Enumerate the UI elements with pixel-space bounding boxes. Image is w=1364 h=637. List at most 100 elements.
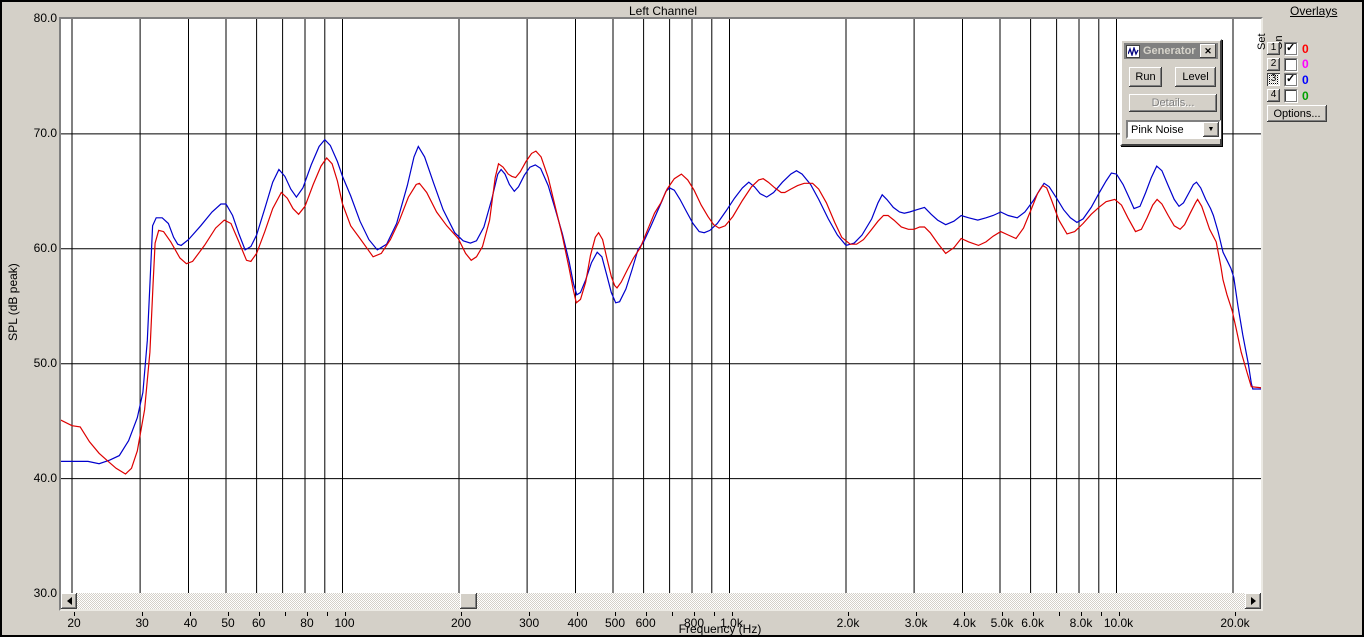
- x-tick-mark: [916, 612, 918, 616]
- x-axis-label: Frequency (Hz): [678, 622, 762, 636]
- overlay-3-value: 0: [1302, 72, 1309, 87]
- x-tick-mark: [142, 612, 144, 616]
- overlay-on-2-checkbox[interactable]: [1284, 57, 1297, 71]
- overlay-on-3-checkbox[interactable]: ✓: [1284, 73, 1297, 87]
- x-tick-label: 400: [567, 616, 588, 630]
- x-tick-label: 600: [635, 616, 656, 630]
- x-tick-mark: [529, 612, 531, 616]
- x-tick-label: 100: [334, 616, 355, 630]
- chevron-down-icon[interactable]: ▼: [1203, 122, 1219, 137]
- x-tick-mark: [461, 612, 462, 616]
- x-tick-label: 500: [604, 616, 626, 630]
- overlay-set-2-button[interactable]: 2: [1267, 57, 1280, 71]
- overlay-4-value: 0: [1302, 88, 1309, 103]
- x-tick-label: 2.0k: [836, 616, 860, 630]
- checkmark-icon: ✓: [1286, 73, 1296, 86]
- x-tick-label: 4.0k: [953, 616, 976, 630]
- waveform-icon: [1126, 44, 1140, 58]
- overlay-on-1-checkbox[interactable]: ✓: [1284, 42, 1297, 55]
- overlays-title-link[interactable]: Overlays: [1290, 4, 1338, 18]
- x-tick-mark: [645, 612, 647, 616]
- generator-titlebar[interactable]: Generator ✕: [1124, 43, 1218, 59]
- scroll-left-button[interactable]: [61, 593, 77, 609]
- x-tick-label: 200: [450, 616, 472, 630]
- x-tick-label: 3.0k: [904, 616, 928, 630]
- x-tick-mark: [577, 612, 579, 616]
- curve-overlay-3-blue: [61, 138, 1261, 465]
- x-tick-mark: [228, 612, 229, 616]
- horizontal-scrollbar[interactable]: [61, 593, 1261, 609]
- plot-svg: [61, 19, 1261, 593]
- y-tick-label: 30.0: [33, 585, 57, 600]
- y-tick-label: 80.0: [33, 11, 57, 25]
- y-tick-label: 60.0: [33, 240, 57, 255]
- x-tick-mark: [1118, 612, 1120, 616]
- x-tick-label: 8.0k: [1069, 616, 1093, 630]
- x-tick-label: 20.0k: [1220, 616, 1250, 630]
- x-tick-mark: [284, 612, 286, 616]
- x-tick-mark: [326, 612, 328, 616]
- x-tick-mark: [344, 612, 346, 616]
- x-tick-mark: [1100, 612, 1102, 616]
- x-tick-mark: [964, 612, 966, 616]
- x-tick-mark: [693, 612, 695, 616]
- run-button[interactable]: Run: [1129, 67, 1162, 87]
- generator-window: Generator ✕ Run Level Details... Pink No…: [1120, 39, 1222, 146]
- plot-frame: [59, 17, 1263, 611]
- x-tick-mark: [1002, 612, 1003, 616]
- checkmark-icon: ✓: [1286, 42, 1296, 54]
- y-tick-label: 50.0: [33, 355, 57, 370]
- x-tick-label: 40: [183, 616, 198, 630]
- x-tick-label: 300: [519, 616, 540, 630]
- x-tick-label: 1.0k: [720, 616, 743, 630]
- x-axis-ticks: 20 30 40 50 60 80 100 200 300 400 500 600 800 1.0k 2.0…: [61, 612, 1265, 635]
- scroll-right-button[interactable]: [1245, 593, 1261, 609]
- y-tick-label: 70.0: [33, 125, 57, 140]
- plot-area: [61, 19, 1261, 593]
- scrollbar-thumb[interactable]: [460, 593, 477, 609]
- x-tick-label: 30: [135, 616, 149, 630]
- chart-title: Left Channel: [628, 4, 698, 18]
- x-tick-label: 6.0k: [1021, 616, 1044, 630]
- signal-type-value: Pink Noise: [1131, 124, 1184, 136]
- x-tick-mark: [74, 612, 75, 616]
- scroll-left-icon: [63, 597, 72, 605]
- x-tick-mark: [1080, 612, 1082, 616]
- x-tick-mark: [713, 612, 715, 616]
- x-tick-label: 80: [300, 616, 314, 630]
- curve-overlay-1-red: [61, 150, 1261, 475]
- x-tick-mark: [258, 612, 260, 616]
- x-tick-mark: [1058, 612, 1060, 616]
- x-tick-mark: [848, 612, 849, 616]
- signal-type-dropdown[interactable]: Pink Noise ▼: [1126, 120, 1221, 139]
- overlay-2-value: 0: [1302, 57, 1309, 72]
- scroll-right-icon: [1250, 597, 1260, 605]
- x-tick-mark: [731, 612, 733, 616]
- overlay-set-3-button[interactable]: 3: [1267, 73, 1280, 87]
- options-button[interactable]: Options...: [1267, 105, 1327, 122]
- overlay-set-1-button[interactable]: 1: [1267, 42, 1280, 55]
- x-tick-mark: [1032, 612, 1034, 616]
- generator-title: Generator: [1143, 45, 1196, 57]
- x-tick-mark: [306, 612, 308, 616]
- overlay-on-4-checkbox[interactable]: [1284, 89, 1297, 103]
- level-button[interactable]: Level: [1175, 67, 1216, 87]
- x-tick-mark: [1235, 612, 1236, 616]
- x-tick-label: 60: [251, 616, 266, 630]
- overlay-row: 1 ✓ 0: [1267, 41, 1309, 56]
- x-tick-mark: [190, 612, 192, 616]
- x-tick-mark: [615, 612, 616, 616]
- overlay-1-value: 0: [1302, 41, 1309, 56]
- x-tick-mark: [671, 612, 673, 616]
- overlay-set-4-button[interactable]: 4: [1267, 89, 1280, 103]
- x-tick-label: 20: [67, 616, 81, 630]
- x-tick-label: 5.0k: [990, 616, 1014, 630]
- y-tick-label: 40.0: [33, 470, 57, 485]
- overlay-row: 3 ✓ 0: [1267, 72, 1309, 87]
- close-icon[interactable]: ✕: [1200, 44, 1216, 58]
- details-button: Details...: [1129, 94, 1217, 112]
